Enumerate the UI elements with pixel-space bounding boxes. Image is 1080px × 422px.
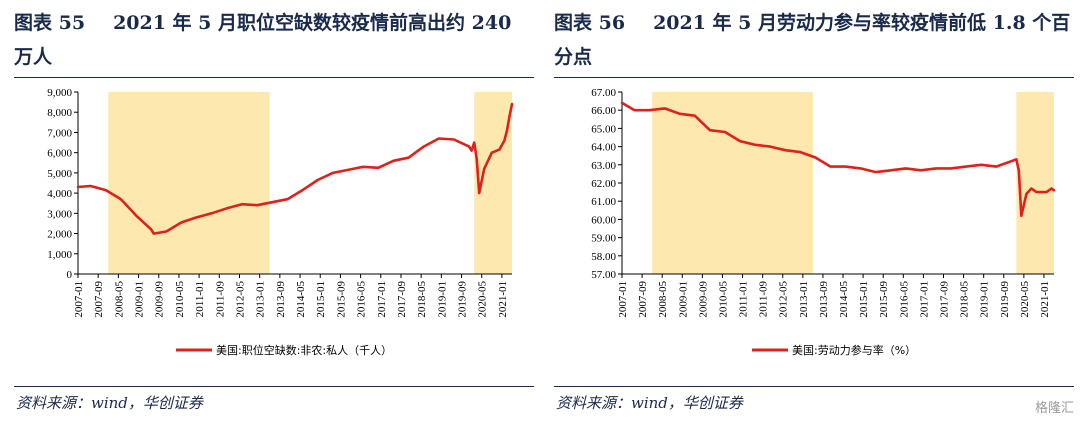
series-line (620, 101, 1056, 218)
x-tick-label: 2019-01 (436, 281, 448, 318)
y-tick-label: 9,000 (47, 87, 72, 99)
source-divider (554, 386, 1074, 387)
participation-line-chart: 57.00 58.00 59.00 60.00 61.00 62.00 63.00 64.00… (591, 87, 1056, 357)
y-tick-label: 66.00 (591, 105, 616, 117)
figure-title-text: 2021 年 5 月职位空缺数较疫情前高出约 240 万人 (14, 12, 512, 68)
x-tick-label: 2018-05 (416, 281, 428, 318)
x-tick-label: 2016-05 (898, 281, 910, 318)
chart-panel-participation: 图表 56 2021 年 5 月劳动力参与率较疫情前低 1.8 个百分点 57.0… (554, 0, 1080, 422)
x-tick-label: 2007-01 (73, 281, 85, 318)
x-tick-label: 2009-09 (697, 281, 709, 318)
x-tick-label: 2019-09 (457, 281, 469, 318)
x-tick-label: 2015-01 (315, 281, 327, 318)
figure-title: 图表 55 2021 年 5 月职位空缺数较疫情前高出约 240 万人 (14, 6, 534, 74)
y-tick-label: 64.00 (591, 142, 616, 154)
x-tick-label: 2009-01 (677, 281, 689, 318)
y-tick-label: 3,000 (47, 208, 72, 220)
x-tick-label: 2013-09 (275, 281, 287, 318)
x-tick-label: 2020-05 (1019, 281, 1031, 318)
legend-label: 美国:劳动力参与率（%） (792, 343, 916, 357)
y-tick-label: 65.00 (591, 123, 616, 135)
y-tick-label: 2,000 (47, 229, 72, 241)
x-tick-label: 2011-09 (214, 281, 226, 318)
x-tick-label: 2016-05 (356, 281, 368, 318)
x-tick-label: 2013-09 (818, 281, 830, 318)
source-note: 资料来源：wind，华创证券 (556, 394, 743, 412)
x-tick-label: 2012-05 (234, 281, 246, 318)
figure-title: 图表 56 2021 年 5 月劳动力参与率较疫情前低 1.8 个百分点 (554, 6, 1074, 74)
y-tick-label: 60.00 (591, 214, 616, 226)
y-tick-label: 62.00 (591, 178, 616, 190)
x-tick-label: 2008-05 (113, 281, 125, 318)
x-tick-label: 2015-09 (878, 281, 890, 318)
chart-panel-vacancies: 图表 55 2021 年 5 月职位空缺数较疫情前高出约 240 万人 0 1,00… (14, 0, 540, 422)
x-tick-label: 2012-05 (778, 281, 790, 318)
y-tick-label: 7,000 (47, 127, 72, 139)
x-tick-label: 2014-05 (838, 281, 850, 318)
x-tick-label: 2013-01 (798, 281, 810, 318)
x-tick-label: 2021-01 (497, 281, 509, 318)
shaded-region (1016, 92, 1054, 274)
source-divider (14, 386, 534, 387)
figure-number: 图表 56 (554, 12, 626, 34)
title-divider (554, 77, 1074, 78)
x-tick-label: 2009-09 (154, 281, 166, 318)
y-tick-label: 5,000 (47, 168, 72, 180)
y-tick-label: 61.00 (591, 196, 616, 208)
figure-number: 图表 55 (14, 12, 86, 34)
x-tick-label: 2017-01 (376, 281, 388, 318)
shaded-region (108, 92, 270, 274)
y-tick-label: 4,000 (47, 188, 72, 200)
x-tick-label: 2013-01 (255, 281, 267, 318)
x-tick-label: 2007-09 (637, 281, 649, 318)
figure-title-text: 2021 年 5 月劳动力参与率较疫情前低 1.8 个百分点 (554, 12, 1071, 68)
x-tick-label: 2018-05 (959, 281, 971, 318)
x-tick-label: 2017-09 (938, 281, 950, 318)
shaded-region (652, 92, 813, 274)
x-tick-label: 2011-01 (194, 281, 206, 317)
x-tick-label: 2010-05 (174, 281, 186, 318)
legend-label: 美国:职位空缺数:非农:私人（千人） (216, 343, 392, 357)
x-tick-label: 2007-09 (93, 281, 105, 318)
vacancies-line-chart: 0 1,000 2,000 3,000 4,000 5,000 6,000 7,000 8,00… (47, 87, 514, 357)
x-tick-label: 2010-05 (717, 281, 729, 318)
shaded-region (474, 92, 512, 274)
x-tick-label: 2007-01 (617, 281, 629, 318)
y-tick-label: 59.00 (591, 233, 616, 245)
y-tick-label: 8,000 (47, 107, 72, 119)
x-tick-label: 2009-01 (134, 281, 146, 318)
y-tick-label: 6,000 (47, 148, 72, 160)
y-tick-label: 63.00 (591, 160, 616, 172)
x-tick-label: 2019-01 (979, 281, 991, 318)
y-tick-label: 58.00 (591, 251, 616, 263)
y-tick-label: 0 (67, 269, 73, 281)
x-tick-label: 2017-01 (918, 281, 930, 318)
x-tick-label: 2017-09 (396, 281, 408, 318)
series-line (76, 102, 514, 235)
title-divider (14, 77, 534, 78)
y-tick-label: 1,000 (47, 249, 72, 261)
x-tick-label: 2015-09 (335, 281, 347, 318)
x-tick-label: 2011-09 (758, 281, 770, 318)
y-tick-label: 57.00 (591, 269, 616, 281)
x-tick-label: 2008-05 (657, 281, 669, 318)
x-tick-label: 2011-01 (738, 281, 750, 317)
x-tick-label: 2014-05 (295, 281, 307, 318)
y-tick-label: 67.00 (591, 87, 616, 99)
x-tick-label: 2019-09 (999, 281, 1011, 318)
watermark-logo: 格隆汇 (1034, 401, 1074, 416)
source-note: 资料来源：wind，华创证券 (16, 394, 203, 412)
x-tick-label: 2015-01 (858, 281, 870, 318)
x-tick-label: 2020-05 (477, 281, 489, 318)
x-tick-label: 2021-01 (1039, 281, 1051, 318)
